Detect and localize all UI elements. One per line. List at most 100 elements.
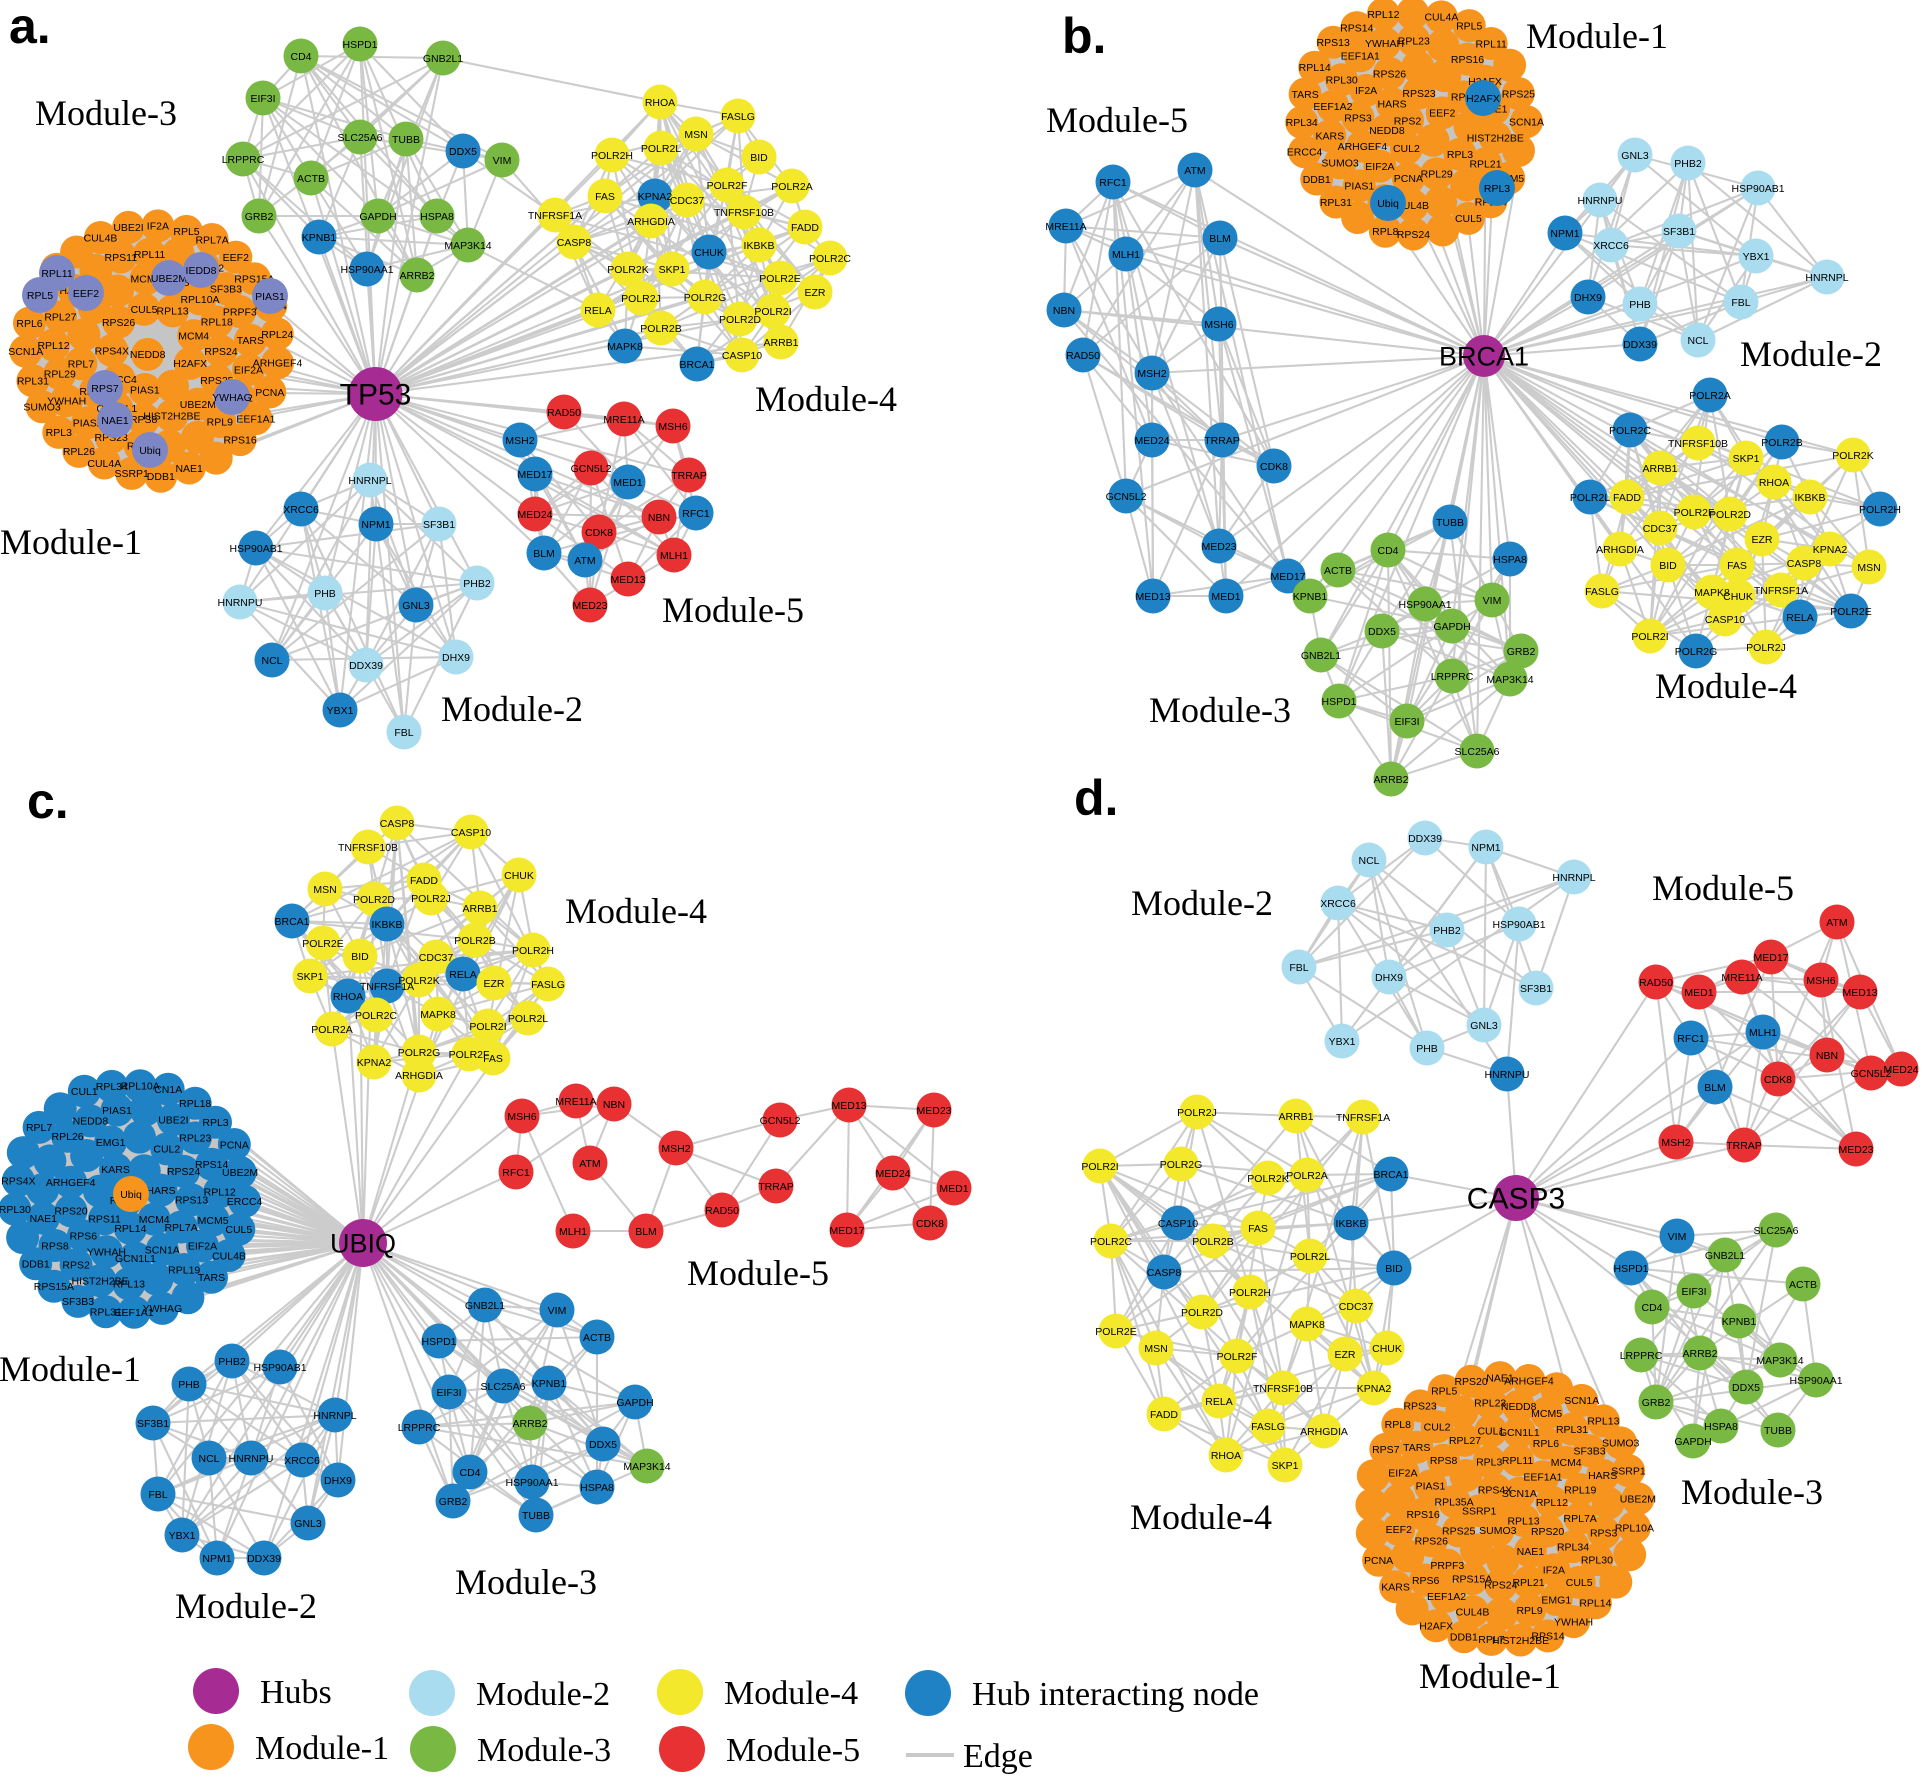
svg-text:RPL12: RPL12: [1536, 1497, 1568, 1509]
svg-text:CASP10: CASP10: [451, 827, 491, 839]
svg-text:RPL7A: RPL7A: [1564, 1513, 1597, 1525]
svg-text:FASLG: FASLG: [1585, 586, 1619, 598]
svg-text:XRCC6: XRCC6: [284, 1455, 320, 1467]
svg-text:RPL5: RPL5: [27, 290, 53, 302]
svg-text:MED24: MED24: [1134, 435, 1169, 447]
svg-text:RPS3: RPS3: [1590, 1527, 1618, 1539]
svg-text:LRPPRC: LRPPRC: [222, 154, 265, 166]
svg-text:GNL3: GNL3: [1470, 1020, 1498, 1032]
svg-text:SUMO3: SUMO3: [1602, 1438, 1640, 1450]
svg-text:KPNA2: KPNA2: [357, 1057, 392, 1069]
svg-text:MED24: MED24: [1883, 1064, 1918, 1076]
svg-text:POLR2K: POLR2K: [607, 264, 648, 276]
svg-text:YWHAH: YWHAH: [87, 1246, 126, 1258]
svg-text:RHOA: RHOA: [645, 97, 675, 109]
svg-text:RPL19: RPL19: [1564, 1484, 1596, 1496]
svg-text:POLR2I: POLR2I: [1081, 1161, 1118, 1173]
svg-text:RPL19: RPL19: [168, 1264, 200, 1276]
svg-text:HNRNPL: HNRNPL: [1805, 272, 1848, 284]
svg-text:HSPA8: HSPA8: [580, 1482, 614, 1494]
svg-text:RPS11: RPS11: [105, 252, 138, 264]
svg-text:MSH6: MSH6: [1204, 319, 1233, 331]
svg-text:RPS23: RPS23: [1402, 88, 1435, 100]
svg-text:NPM1: NPM1: [1550, 228, 1579, 240]
svg-text:POLR2A: POLR2A: [771, 181, 812, 193]
svg-text:ARHGDIA: ARHGDIA: [1596, 544, 1644, 556]
svg-text:HSPA8: HSPA8: [1704, 1421, 1738, 1433]
svg-text:Module-3: Module-3: [35, 93, 177, 133]
svg-text:SLC25A6: SLC25A6: [1754, 1225, 1799, 1237]
svg-text:POLR2J: POLR2J: [1177, 1107, 1217, 1119]
svg-text:YWHAG: YWHAG: [143, 1303, 183, 1315]
svg-text:RPL30: RPL30: [1326, 75, 1358, 87]
svg-text:HIST2H2BE: HIST2H2BE: [1492, 1635, 1549, 1647]
svg-text:RPL13: RPL13: [157, 306, 189, 318]
svg-text:EEF2: EEF2: [1386, 1524, 1412, 1536]
svg-text:RPS6: RPS6: [1412, 1575, 1440, 1587]
svg-text:NBN: NBN: [603, 1099, 625, 1111]
svg-text:PHB: PHB: [314, 588, 336, 600]
svg-text:PHB2: PHB2: [218, 1356, 246, 1368]
svg-text:RPL21: RPL21: [1512, 1577, 1544, 1589]
svg-text:GNL3: GNL3: [294, 1518, 322, 1530]
svg-text:MCM5: MCM5: [198, 1215, 229, 1227]
svg-text:HSPA8: HSPA8: [1493, 554, 1527, 566]
svg-text:POLR2D: POLR2D: [1181, 1307, 1223, 1319]
svg-text:MAP3K14: MAP3K14: [1756, 1355, 1803, 1367]
svg-text:SF3B1: SF3B1: [423, 519, 455, 531]
svg-text:RPS24: RPS24: [1397, 229, 1430, 241]
svg-text:RPL27: RPL27: [44, 312, 76, 324]
svg-text:RPL26: RPL26: [63, 446, 95, 458]
svg-text:NCL: NCL: [1687, 335, 1708, 347]
svg-text:BRCA1: BRCA1: [1439, 341, 1529, 371]
svg-text:MED17: MED17: [1753, 952, 1788, 964]
svg-text:LRPPRC: LRPPRC: [398, 1422, 441, 1434]
svg-text:RFC1: RFC1: [1099, 177, 1127, 189]
svg-text:PCNA: PCNA: [1364, 1555, 1393, 1567]
svg-text:DHX9: DHX9: [324, 1475, 352, 1487]
svg-text:SUMO3: SUMO3: [1321, 158, 1359, 170]
svg-text:CUL1: CUL1: [71, 1086, 98, 1098]
svg-text:NBN: NBN: [1053, 305, 1075, 317]
svg-text:GAPDH: GAPDH: [1674, 1436, 1711, 1448]
svg-text:SF3B1: SF3B1: [137, 1418, 169, 1430]
svg-text:RPL12: RPL12: [37, 340, 69, 352]
svg-text:POLR2C: POLR2C: [1090, 1236, 1132, 1248]
svg-text:CD4: CD4: [1377, 545, 1398, 557]
svg-text:RPL11: RPL11: [1502, 1455, 1533, 1467]
svg-text:RPL7: RPL7: [26, 1122, 52, 1134]
svg-text:TRRAP: TRRAP: [1204, 435, 1240, 447]
svg-text:RPS7: RPS7: [1372, 1444, 1400, 1456]
svg-text:RPL31: RPL31: [1320, 197, 1352, 209]
svg-text:HARS: HARS: [146, 1185, 175, 1197]
svg-text:MCM5: MCM5: [1531, 1408, 1562, 1420]
svg-text:CUL4B: CUL4B: [84, 232, 118, 244]
svg-text:RPS15A: RPS15A: [1452, 1574, 1492, 1586]
svg-text:ACTB: ACTB: [583, 1332, 611, 1344]
svg-text:d.: d.: [1074, 770, 1118, 826]
svg-text:SKP1: SKP1: [1733, 453, 1760, 465]
svg-text:MRE11A: MRE11A: [1045, 221, 1086, 233]
svg-text:Module-3: Module-3: [1681, 1472, 1823, 1512]
svg-text:CHUK: CHUK: [1372, 1343, 1402, 1355]
svg-text:RPL11: RPL11: [1476, 38, 1507, 50]
svg-text:MED13: MED13: [1842, 987, 1877, 999]
svg-text:TRRAP: TRRAP: [1726, 1140, 1762, 1152]
svg-text:NPM1: NPM1: [361, 519, 390, 531]
svg-text:RPS14: RPS14: [1531, 1631, 1564, 1643]
svg-text:RELA: RELA: [449, 969, 476, 981]
svg-text:RPL8: RPL8: [1372, 226, 1398, 238]
svg-text:ATM: ATM: [574, 555, 595, 567]
svg-text:YBX1: YBX1: [1743, 251, 1770, 263]
svg-text:UBE2M: UBE2M: [151, 273, 187, 285]
svg-text:HSP90AB1: HSP90AB1: [1731, 183, 1784, 195]
svg-text:KPNA2: KPNA2: [1813, 544, 1848, 556]
svg-text:RAD50: RAD50: [547, 407, 581, 419]
svg-text:GRB2: GRB2: [1507, 646, 1536, 658]
svg-text:IKBKB: IKBKB: [744, 240, 775, 252]
svg-text:CUL4B: CUL4B: [1456, 1606, 1490, 1618]
svg-text:RPL26: RPL26: [52, 1131, 84, 1143]
svg-text:ERCC4: ERCC4: [1287, 147, 1323, 159]
svg-text:CDC37: CDC37: [1339, 1301, 1374, 1313]
svg-text:EIF2A: EIF2A: [1388, 1467, 1417, 1479]
